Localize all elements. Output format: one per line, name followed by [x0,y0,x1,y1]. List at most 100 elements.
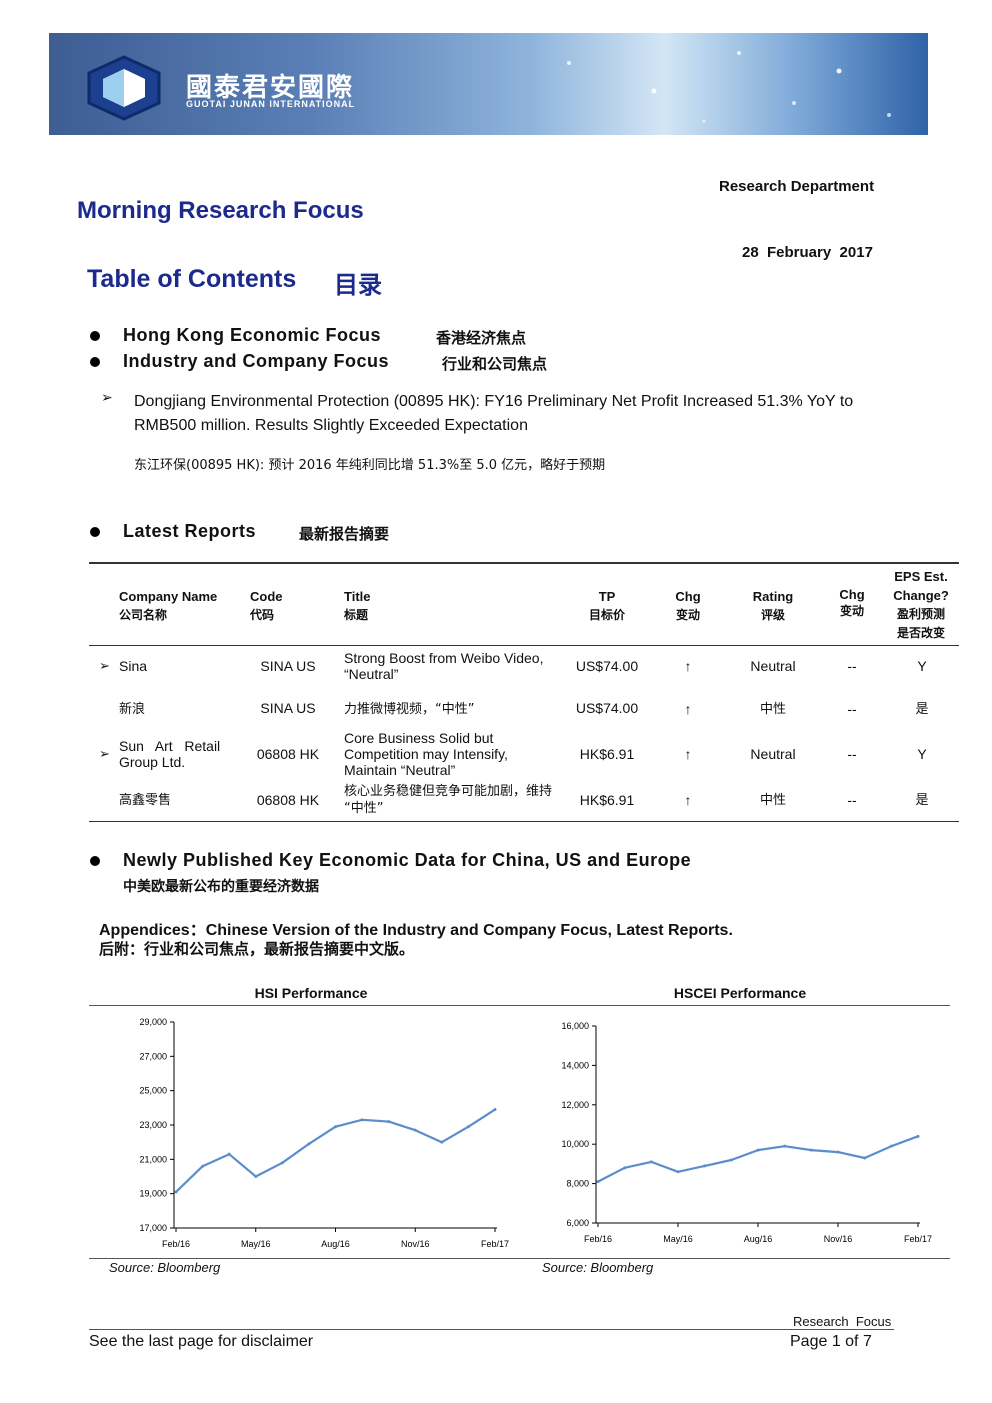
y-tick-label: 8,000 [566,1179,589,1189]
arrow-bullet-icon: ➢ [99,746,110,761]
hsi-chart-title: HSI Performance [254,985,368,1001]
bullet-icon [90,331,100,341]
y-tick-label: 10,000 [561,1139,589,1149]
data-point [201,1164,205,1168]
y-tick-label: 17,000 [139,1223,167,1233]
footer-rule [89,1329,894,1330]
row-rating: Neutral [750,746,796,762]
row-company[interactable]: 高鑫零售 [119,793,172,808]
y-tick-label: 6,000 [566,1218,589,1228]
row-eps: Y [917,658,927,674]
toc-item-hk-economic-cn[interactable]: 香港经济焦点 [436,329,527,347]
row-code: SINA US [260,658,316,674]
table-header-rule [89,645,959,646]
row-eps: 是 [915,702,929,717]
row-tp: US$74.00 [575,658,639,674]
x-tick-label: Feb/16 [584,1234,612,1244]
col-code: Code 代码 [250,589,283,622]
toc-sub-item-cn[interactable]: 东江环保(00895 HK): 预计 2016 年纯利同比增 51.3%至 5.… [134,458,606,473]
data-point [440,1140,444,1144]
x-tick-label: May/16 [663,1234,693,1244]
toc-item-industry-company-cn[interactable]: 行业和公司焦点 [442,355,548,373]
header-banner: 國泰君安國際 GUOTAI JUNAN INTERNATIONAL [49,33,928,135]
col-company: Company Name 公司名称 [119,589,218,622]
latest-reports-heading-cn: 最新报告摘要 [299,525,390,543]
latest-reports-heading: Latest Reports [123,521,257,541]
row-company[interactable]: Sina [119,658,148,674]
col-title: Title 标题 [344,589,371,622]
econ-heading-cn: 中美欧最新公布的重要经济数据 [123,879,319,895]
hscei-chart: 6,000 8,000 10,000 12,000 14,000 16,000 Feb/16… [561,1021,932,1244]
toc-sub-item[interactable]: Dongjiang Environmental Protection (0089… [134,393,854,434]
hscei-source: Source: Bloomberg [542,1260,654,1275]
row-title[interactable]: Strong Boost from Weibo Video, “Neutral” [344,650,544,682]
y-tick-label: 16,000 [561,1021,589,1031]
series-line [175,1108,496,1193]
banner-sparkles [567,51,891,123]
x-tick-label: Feb/16 [162,1239,190,1249]
row-code: SINA US [260,700,316,716]
x-tick-label: Nov/16 [401,1239,430,1249]
x-tick-label: Feb/17 [904,1234,932,1244]
row-chg2: -- [847,658,857,674]
data-point [227,1152,231,1156]
table-top-rule [89,562,959,564]
col-eps: EPS Est. Change? 盈利预测 是否改变 [893,569,949,640]
col-tp: TP 目标价 [588,589,625,622]
data-point [596,1180,600,1184]
company-name-cn: 國泰君安國際 [186,73,355,103]
data-point [729,1158,733,1162]
disclaimer-link[interactable]: See the last page for disclaimer [89,1333,314,1350]
data-point [254,1175,258,1178]
row-company[interactable]: 新浪 [119,702,146,717]
data-point [623,1166,627,1170]
data-point [466,1125,470,1129]
y-tick-label: 21,000 [139,1154,167,1164]
y-tick-label: 14,000 [561,1060,589,1070]
row-tp: HK$6.91 [579,792,635,808]
row-title[interactable]: 核心业务稳健但竞争可能加剧，维持 “中性” [344,784,553,816]
bullet-icon [90,856,100,866]
up-arrow-icon: ↑ [684,746,692,762]
row-eps: Y [917,746,927,762]
up-arrow-icon: ↑ [684,792,692,808]
page-number: Page 1 of 7 [790,1333,872,1350]
toc-title-cn: 目录 [334,271,382,299]
data-point [493,1108,497,1112]
x-tick-label: Feb/17 [481,1239,509,1249]
data-point [334,1125,337,1129]
data-point [756,1148,760,1152]
x-tick-label: Aug/16 [321,1239,350,1249]
hscei-chart-title: HSCEI Performance [673,985,807,1001]
toc-item-hk-economic[interactable]: Hong Kong Economic Focus [123,325,381,345]
col-chg2: Chg 变动 [839,587,865,618]
data-point [174,1190,178,1194]
data-point [863,1156,867,1160]
row-title[interactable]: 力推微博视频，“中性” [344,702,475,717]
company-name-en: GUOTAI JUNAN INTERNATIONAL [186,99,356,109]
hsi-source: Source: Bloomberg [109,1260,221,1275]
data-point [307,1142,311,1146]
appendix-cn: 后附：行业和公司焦点，最新报告摘要中文版。 [99,940,415,958]
y-tick-label: 12,000 [561,1100,589,1110]
row-rating: 中性 [759,793,786,808]
data-point [360,1118,364,1122]
hsi-chart: 17,000 19,000 21,000 23,000 25,000 27,000 29,0… [139,1017,509,1249]
y-tick-label: 25,000 [139,1086,167,1096]
toc-item-industry-company[interactable]: Industry and Company Focus [123,351,390,371]
up-arrow-icon: ↑ [684,658,692,674]
footer-label: Research Focus [793,1314,892,1329]
data-point [649,1160,653,1164]
chart-bottom-rule [89,1258,950,1259]
chart-top-rule [89,1005,950,1006]
row-tp: US$74.00 [575,700,639,716]
y-tick-label: 27,000 [139,1051,167,1061]
row-company[interactable]: Sun Art Retail Group Ltd. [119,738,221,770]
data-point [836,1150,840,1154]
row-title[interactable]: Core Business Solid but Competition may I… [344,730,508,778]
data-point [783,1144,787,1148]
row-chg2: -- [847,792,857,808]
col-chg: Chg 变动 [675,589,701,622]
data-point [387,1120,391,1124]
report-date: 28 February 2017 [742,244,873,261]
